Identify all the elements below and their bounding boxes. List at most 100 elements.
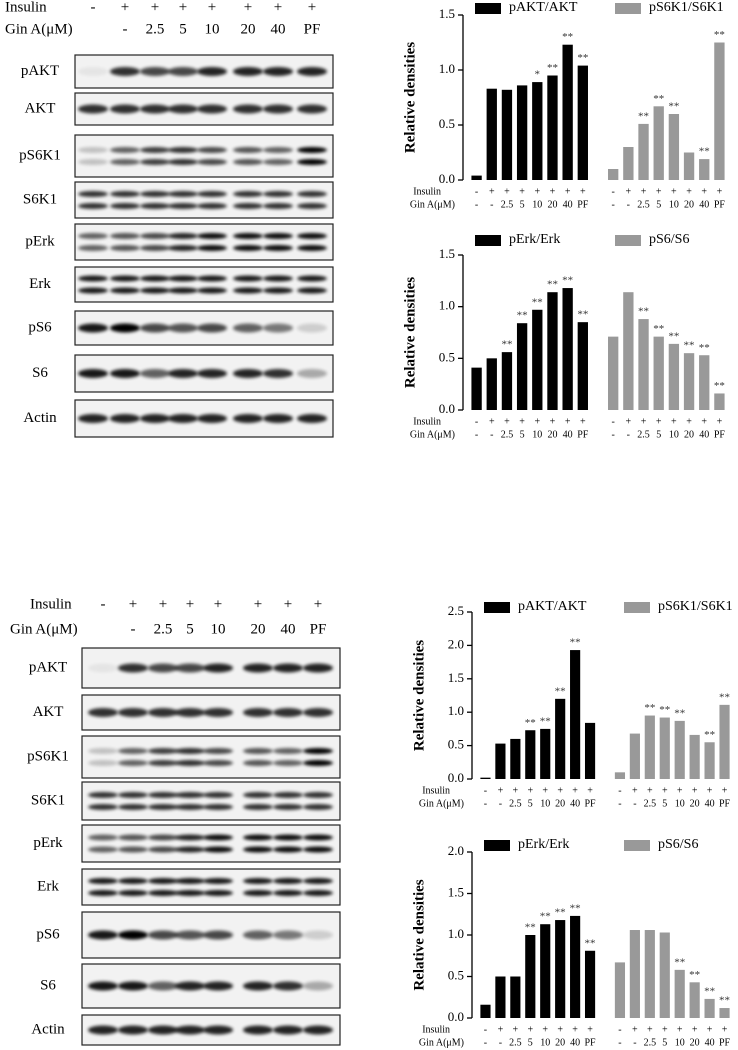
bar [689, 982, 700, 1018]
blot-band [118, 846, 148, 853]
blot-band [203, 1025, 233, 1035]
x-tick-label: 5 [520, 199, 525, 210]
dose-label: 40 [271, 21, 286, 37]
insulin-sign: + [214, 596, 222, 612]
blot-band [175, 878, 205, 884]
y-tick-label: 0.5 [448, 737, 464, 752]
insulin-sign: + [707, 1024, 713, 1035]
blot-band [175, 748, 205, 754]
bar [540, 728, 551, 779]
bar [699, 355, 710, 410]
blot-band [88, 663, 118, 673]
x-tick-label: - [484, 1037, 487, 1048]
x-tick-label: 10 [675, 798, 685, 809]
blot-band [297, 159, 327, 165]
bar [516, 85, 528, 180]
blot-band [263, 191, 293, 197]
legend-swatch [624, 840, 650, 851]
x-tick-label: 20 [547, 199, 557, 210]
x-tick-label: PF [584, 1037, 596, 1048]
bar [471, 175, 482, 180]
blot-band [118, 1025, 148, 1035]
blot-panel [81, 781, 341, 821]
blot-band [140, 414, 170, 423]
bar [495, 976, 506, 1018]
blot-band [297, 245, 327, 251]
x-tick-label: 40 [699, 429, 709, 440]
blot-band [303, 663, 333, 673]
insulin-sign: - [101, 596, 106, 612]
x-tick-label: PF [719, 1037, 731, 1048]
blot-band [168, 275, 198, 282]
blot-band [297, 287, 327, 294]
blot-band [78, 275, 108, 282]
dose-label: 2.5 [154, 621, 173, 637]
blot-band [243, 846, 273, 853]
blot-band [118, 981, 148, 991]
insulin-sign: + [504, 186, 510, 197]
protein-label: pErk [33, 835, 63, 851]
blot-band [303, 981, 333, 991]
row-label: Gin A(μM) [410, 199, 455, 210]
blot-band [263, 233, 293, 239]
blot-band [118, 760, 148, 766]
blot-band [297, 203, 327, 209]
insulin-sign: + [244, 0, 252, 15]
insulin-sign: + [580, 416, 586, 427]
blot-band [197, 233, 227, 239]
significance: ** [704, 729, 715, 741]
bar [486, 358, 497, 410]
bar [629, 733, 640, 779]
significance: ** [547, 62, 558, 74]
insulin-sign: - [475, 186, 478, 197]
y-tick-label: 1.5 [448, 884, 464, 899]
bar [644, 930, 655, 1018]
blot-band [110, 287, 140, 294]
significance: ** [570, 637, 581, 649]
insulin-sign: - [91, 0, 96, 15]
blot-band [78, 233, 108, 239]
legend-label: pAKT/AKT [518, 599, 587, 614]
significance: ** [659, 704, 670, 716]
blot-band [140, 67, 170, 76]
y-tick-label: 0.0 [439, 171, 455, 186]
protein-label: S6K1 [23, 191, 57, 207]
x-tick-label: 10 [532, 199, 542, 210]
insulin-sign: + [151, 0, 159, 15]
blot-band [118, 834, 148, 841]
blot-band [175, 663, 205, 673]
blot-band [197, 245, 227, 251]
x-tick-label: 5 [528, 1037, 533, 1048]
bar [570, 915, 581, 1018]
blot-band [88, 890, 118, 896]
protein-label: pErk [25, 233, 55, 249]
significance: ** [555, 907, 566, 919]
x-tick-label: - [618, 798, 621, 809]
blot-band [303, 930, 333, 940]
blot-band [110, 323, 140, 333]
insulin-sign: - [475, 416, 478, 427]
protein-label: Erk [37, 878, 59, 894]
x-tick-label: 40 [705, 1037, 715, 1048]
protein-label: S6 [40, 977, 56, 993]
x-tick-label: 10 [540, 1037, 550, 1048]
blot-band [140, 104, 170, 114]
blot-band [297, 147, 327, 153]
blot-band [197, 159, 227, 165]
blot-band [263, 369, 293, 378]
insulin-sign: - [618, 785, 621, 796]
significance: ** [540, 911, 551, 923]
blot-band [88, 804, 118, 810]
insulin-sign: + [677, 785, 683, 796]
significance: ** [525, 922, 536, 934]
x-tick-label: - [490, 199, 493, 210]
blot-band [233, 203, 263, 209]
x-tick-label: 5 [520, 429, 525, 440]
blot-panel [81, 735, 341, 779]
insulin-sign: + [656, 416, 662, 427]
bar [699, 159, 710, 180]
blot-band [140, 245, 170, 251]
blot-band [243, 804, 273, 810]
blot-band [78, 159, 108, 165]
bar [683, 353, 695, 410]
